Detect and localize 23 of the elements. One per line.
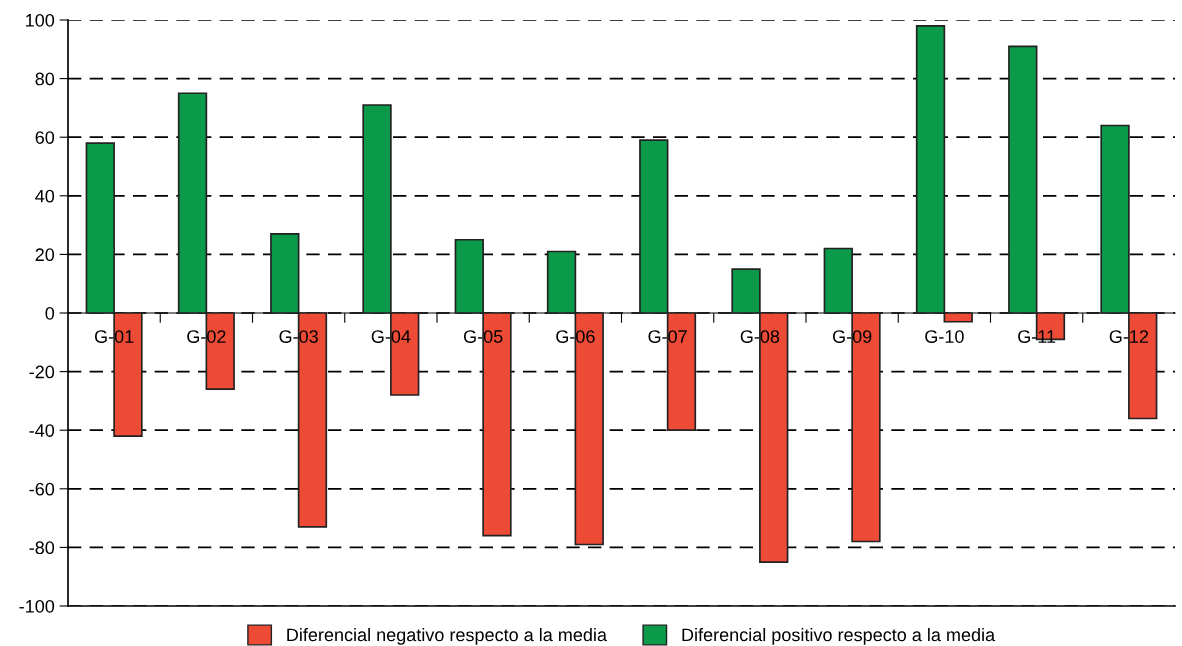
x-tick-label: G-09 bbox=[832, 330, 872, 343]
x-tick-label: G-03 bbox=[279, 330, 318, 343]
y-tick-label: -20 bbox=[29, 365, 55, 379]
legend-label: Diferencial positivo respecto a la media bbox=[682, 627, 996, 645]
x-tick-label: G-04 bbox=[371, 330, 411, 343]
y-tick-label: -80 bbox=[29, 541, 55, 555]
x-tick-label: G-11 bbox=[1018, 330, 1056, 343]
y-tick-label: 100 bbox=[26, 13, 55, 27]
y-tick-label: 40 bbox=[35, 189, 55, 203]
y-tick-label: 0 bbox=[45, 306, 55, 320]
x-tick-label: G-08 bbox=[740, 330, 780, 343]
legend-label: Diferencial negativo respecto a la media bbox=[287, 627, 607, 645]
x-tick-label: G-12 bbox=[1109, 330, 1149, 343]
y-tick-label: 20 bbox=[35, 248, 55, 262]
y-tick-label: 80 bbox=[35, 72, 55, 86]
x-tick-label: G-01 bbox=[94, 330, 134, 343]
x-tick-label: G-05 bbox=[463, 330, 503, 343]
x-tick-label: G-10 bbox=[925, 330, 964, 343]
x-tick-label: G-07 bbox=[648, 330, 687, 343]
y-tick-label: -60 bbox=[29, 482, 55, 496]
y-tick-label: -100 bbox=[19, 599, 55, 613]
y-tick-label: 60 bbox=[35, 131, 55, 144]
y-tick-label: -40 bbox=[29, 424, 55, 437]
